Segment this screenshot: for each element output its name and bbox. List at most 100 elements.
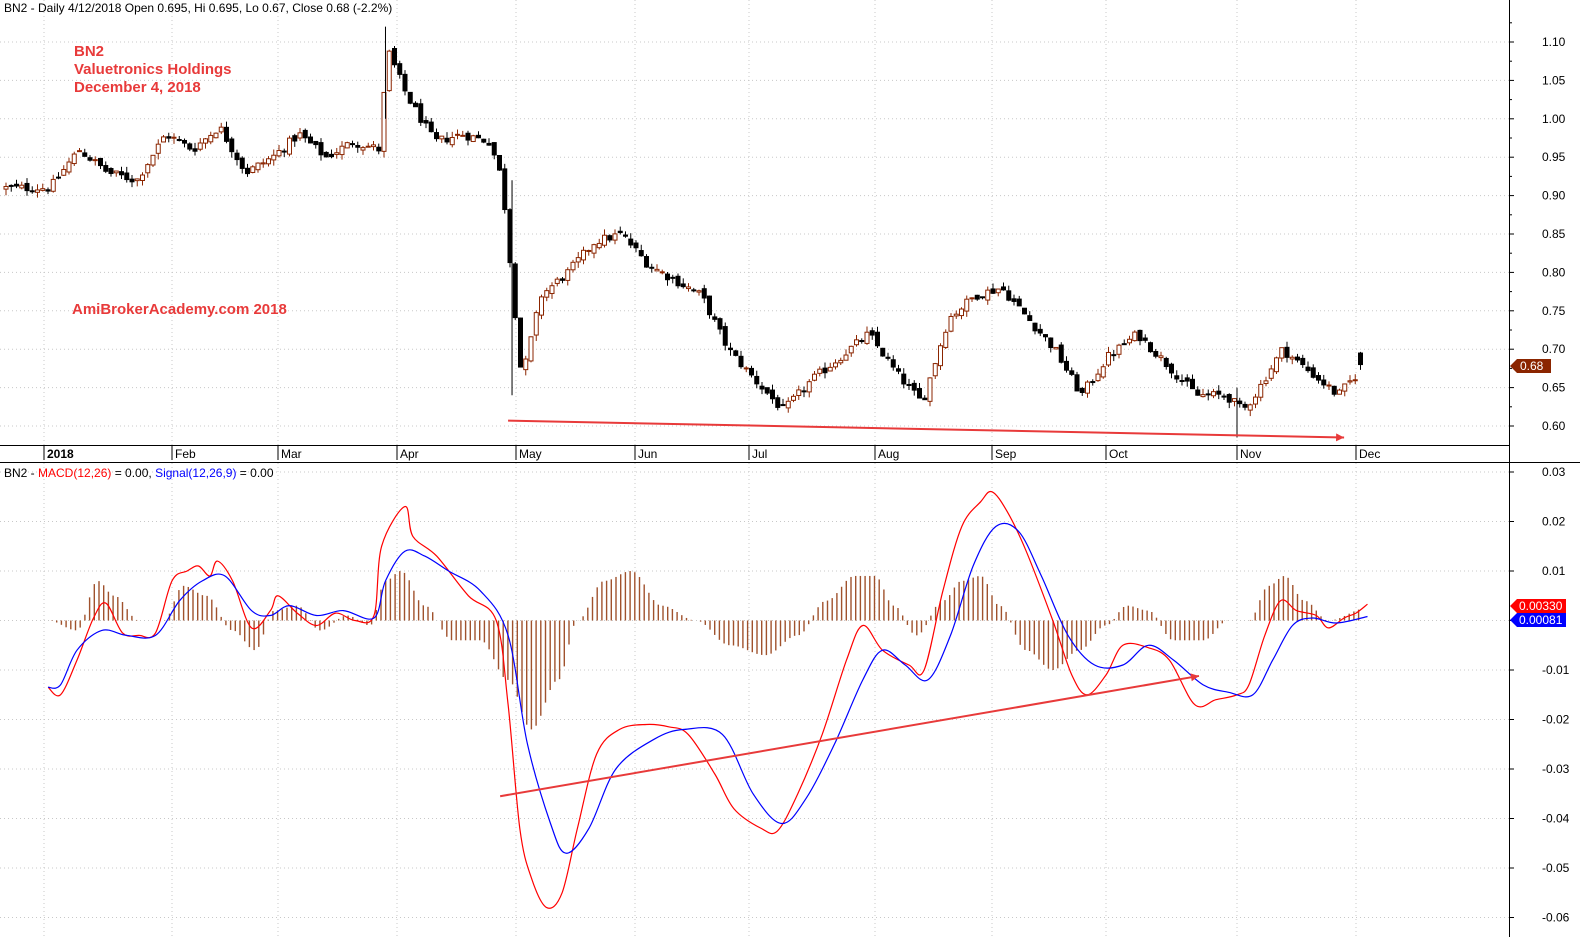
candle-body [1279, 347, 1285, 359]
candle-body [917, 388, 922, 399]
candle-body [1116, 344, 1122, 355]
candle-body [281, 150, 287, 153]
macd-trendline [499, 673, 1200, 798]
candle-body [990, 288, 996, 294]
price-tick-label: 1.00 [1542, 112, 1566, 126]
candle-body [465, 132, 471, 141]
candle-body [1048, 337, 1054, 349]
candle-body [329, 153, 334, 158]
candle-body [523, 358, 529, 371]
candle-body [539, 296, 544, 316]
candle-body [29, 190, 35, 193]
candle-body [187, 143, 193, 150]
candle-body [1064, 360, 1069, 371]
date-tick-label: Apr [400, 447, 419, 461]
candle-body [1137, 329, 1143, 342]
candle-body [145, 164, 151, 174]
candle-body [45, 189, 51, 192]
candle-body [276, 149, 282, 157]
candle-body [948, 315, 954, 332]
candle-body [833, 362, 838, 368]
candle-body [1174, 375, 1180, 380]
candle-body [528, 336, 534, 362]
signal-header-label: Signal(12,26,9) [155, 466, 236, 480]
candle-body [192, 148, 198, 152]
macd-header-label: MACD(12,26) [38, 466, 111, 480]
candle-body [1211, 391, 1216, 397]
price-tick-label: 1.10 [1542, 35, 1566, 49]
candle-body [1247, 404, 1253, 411]
candle-body [628, 238, 634, 246]
candle-body [381, 91, 387, 152]
candle-body [1326, 384, 1332, 387]
candle-body [602, 234, 607, 246]
candle-body [1237, 400, 1243, 405]
candle-body [1242, 403, 1248, 408]
candle-body [439, 135, 445, 140]
candle-body [1310, 367, 1316, 378]
candle-body [245, 167, 250, 175]
candle-body [35, 189, 40, 193]
candle-body [229, 138, 235, 153]
candle-body [796, 389, 802, 396]
candle-body [518, 317, 523, 368]
candle-body [896, 368, 901, 372]
candle-body [659, 271, 665, 274]
date-tick-label: Dec [1359, 447, 1380, 461]
macd-tick-label: 0.03 [1542, 465, 1566, 479]
candle-body [1079, 387, 1085, 393]
date-tick-label: Mar [281, 447, 302, 461]
candle-body [1148, 342, 1153, 353]
candle-body [113, 170, 119, 174]
candle-body [974, 294, 980, 300]
candle-body [1043, 334, 1048, 338]
candle-body [906, 383, 912, 386]
candle-body [617, 230, 623, 234]
candle-body [1200, 394, 1206, 398]
price-tick-label: 0.95 [1542, 150, 1566, 164]
macd-trendline-arrow [499, 674, 1200, 798]
macd-tick-label: -0.05 [1542, 861, 1570, 875]
price-trendline [508, 419, 1345, 442]
candle-body [880, 347, 886, 357]
candle-body [1127, 338, 1132, 344]
candle-body [1037, 328, 1043, 334]
candle-body [402, 73, 408, 92]
candle-body [859, 340, 865, 343]
candle-body [255, 162, 261, 171]
candle-body [1074, 374, 1080, 392]
candle-body [8, 184, 14, 187]
date-tick-label: Jun [638, 447, 657, 461]
candle-body [365, 145, 371, 148]
candle-body [717, 318, 723, 330]
candle-body [376, 146, 382, 152]
candle-body [1111, 354, 1117, 357]
candle-body [938, 345, 943, 367]
price-tick-label: 0.65 [1542, 381, 1566, 395]
candle-body [166, 136, 172, 139]
candle-body [1090, 381, 1096, 384]
candle-body [71, 153, 77, 165]
candle-body [560, 278, 565, 281]
candle-body [749, 367, 754, 376]
macd-tick-label: 0.02 [1542, 515, 1566, 529]
candle-body [1106, 351, 1111, 366]
candle-body [1258, 383, 1264, 398]
candle-body [1121, 343, 1127, 346]
candle-body [712, 316, 718, 320]
signal-header-value: = 0.00 [236, 466, 273, 480]
signal-value-tag: 0.00081 [1510, 613, 1566, 627]
candle-body [770, 389, 775, 400]
candle-body [1342, 383, 1348, 392]
candle-body [197, 142, 203, 150]
candle-body [98, 157, 103, 167]
candle-body [980, 296, 985, 299]
candle-body [313, 140, 319, 146]
candle-body [297, 132, 303, 139]
candle-body [260, 162, 266, 165]
candle-body [649, 266, 655, 269]
macd-histogram [51, 571, 1360, 730]
candle-body [3, 185, 9, 190]
candle-body [360, 147, 366, 151]
candle-body [549, 285, 555, 295]
